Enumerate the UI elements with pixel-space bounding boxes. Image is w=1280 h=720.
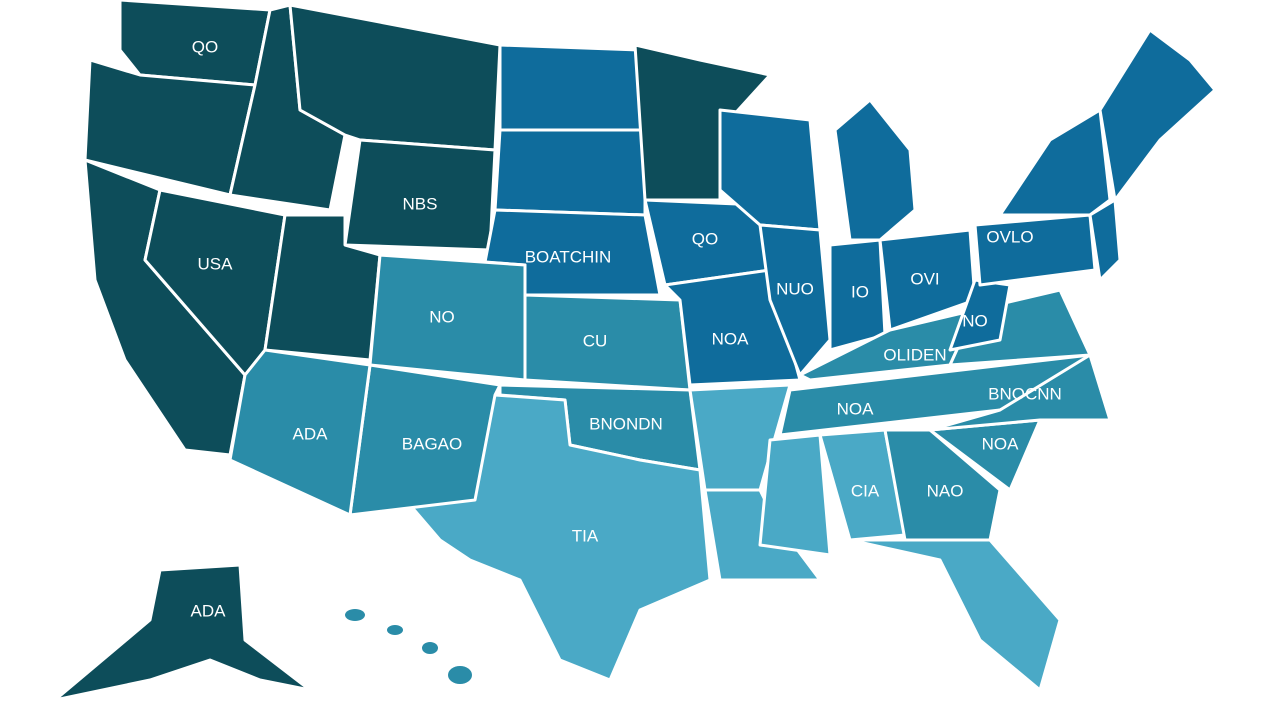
island: [387, 625, 403, 635]
state: [998, 108, 1112, 217]
state: [758, 433, 832, 557]
state: [1098, 28, 1217, 202]
state-label: IO: [851, 282, 869, 301]
state: [408, 393, 712, 682]
state-label: BAGAO: [402, 434, 462, 453]
state-label: NAO: [927, 481, 964, 500]
state-label: BOATCHIN: [525, 247, 612, 266]
state-label: OVLO: [986, 227, 1033, 246]
island: [422, 642, 438, 654]
island: [448, 666, 472, 684]
states: [53, 0, 1217, 702]
state-label: TIA: [572, 526, 599, 545]
state: [973, 213, 1097, 287]
state: [833, 98, 917, 242]
state-label: OLIDEN: [883, 345, 946, 364]
state: [523, 293, 692, 392]
state-label: BNONDN: [589, 414, 663, 433]
state-label: NOA: [982, 434, 1020, 453]
state-label: NOA: [837, 399, 875, 418]
state: [883, 428, 1002, 542]
state-label: QO: [692, 229, 718, 248]
state-label: NUO: [776, 279, 814, 298]
state: [228, 348, 372, 517]
state-label: ADA: [191, 601, 227, 620]
state: [848, 538, 1062, 692]
state: [663, 268, 802, 387]
state: [53, 563, 312, 702]
state-label: ADA: [293, 424, 329, 443]
state-label: NBS: [403, 194, 438, 213]
state: [493, 128, 647, 217]
state: [928, 353, 1112, 432]
state: [758, 223, 832, 377]
state-label: NO: [962, 311, 988, 330]
state-label: NOA: [712, 329, 750, 348]
state: [1088, 198, 1122, 282]
state-label: CIA: [851, 481, 880, 500]
state-labels: QO NBS USA BOATCHIN QO NO CU NOA NUO IO OVI OVLO OLI…: [191, 37, 1062, 620]
state-label: OVI: [910, 269, 939, 288]
island: [345, 609, 365, 621]
state-label: CU: [583, 331, 608, 350]
state-label: USA: [198, 254, 234, 273]
state-label: BNOCNN: [988, 384, 1062, 403]
state-label: NO: [429, 307, 455, 326]
state-label: QO: [192, 37, 218, 56]
state: [498, 43, 647, 132]
